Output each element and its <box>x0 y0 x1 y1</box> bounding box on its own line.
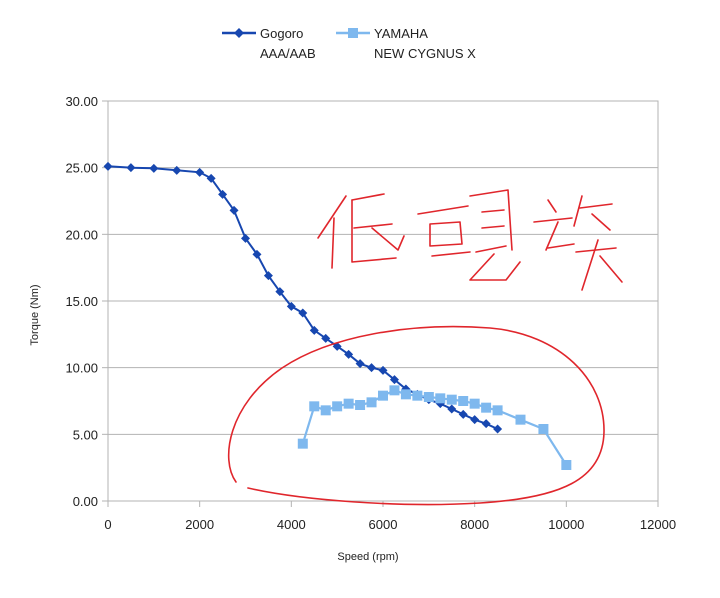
y-tick-label: 10.00 <box>65 361 98 376</box>
data-point-gogoro <box>447 404 457 414</box>
hand-drawn-glyph-3 <box>533 195 623 291</box>
data-point-gogoro <box>470 415 480 425</box>
data-point-yamaha <box>332 401 343 412</box>
x-tick-label: 0 <box>104 517 111 532</box>
data-point-yamaha <box>481 402 492 413</box>
data-point-gogoro <box>355 359 365 369</box>
data-point-yamaha <box>400 389 411 400</box>
legend-label-yamaha-line2: NEW CYGNUS X <box>374 46 476 61</box>
x-tick-label: 4000 <box>277 517 306 532</box>
grid-lines <box>108 167 658 435</box>
data-point-gogoro <box>321 333 331 343</box>
data-point-gogoro <box>481 419 491 429</box>
data-point-gogoro <box>103 161 113 171</box>
data-point-yamaha <box>320 405 331 416</box>
y-tick-label: 20.00 <box>65 227 98 242</box>
x-tick-label: 12000 <box>640 517 676 532</box>
data-point-yamaha <box>343 398 354 409</box>
hand-drawn-glyph-1 <box>317 193 405 269</box>
x-axis-ticks: 0 2000 4000 6000 8000 10000 12000 <box>104 501 676 532</box>
hand-drawn-glyph-2 <box>417 189 521 281</box>
data-point-yamaha <box>412 390 423 401</box>
x-tick-label: 8000 <box>460 517 489 532</box>
y-axis-ticks: 0.00 5.00 10.00 15.00 20.00 25.00 30.00 <box>65 94 108 509</box>
data-point-yamaha <box>515 414 526 425</box>
series-gogoro <box>103 161 503 434</box>
data-point-gogoro <box>195 167 205 177</box>
data-point-yamaha <box>389 385 400 396</box>
y-axis-title: Torque (Nm) <box>29 284 41 345</box>
data-point-gogoro <box>149 163 159 173</box>
series-yamaha <box>297 385 572 470</box>
data-point-gogoro <box>229 205 239 215</box>
data-point-gogoro <box>389 375 399 385</box>
data-point-gogoro <box>206 173 216 183</box>
data-point-yamaha <box>423 392 434 402</box>
x-axis-title: Speed (rpm) <box>337 551 398 563</box>
legend-entry-yamaha: YAMAHA NEW CYGNUS X <box>336 26 476 61</box>
data-point-yamaha <box>492 405 503 416</box>
data-point-gogoro <box>493 424 503 434</box>
hand-drawn-circle <box>227 325 605 506</box>
data-point-yamaha <box>458 396 469 406</box>
x-tick-label: 6000 <box>369 517 398 532</box>
data-point-yamaha <box>355 400 366 410</box>
y-tick-label: 0.00 <box>73 494 98 509</box>
data-point-gogoro <box>286 301 296 311</box>
data-point-yamaha <box>378 390 388 401</box>
data-point-yamaha <box>309 401 320 412</box>
data-point-gogoro <box>241 233 250 243</box>
data-point-gogoro <box>275 287 285 297</box>
data-point-gogoro <box>252 249 262 259</box>
data-point-gogoro <box>298 308 308 318</box>
data-point-gogoro <box>309 325 319 335</box>
y-tick-label: 30.00 <box>65 94 98 109</box>
x-tick-label: 10000 <box>548 517 584 532</box>
x-tick-label: 2000 <box>185 517 214 532</box>
hand-drawn-glyphs <box>317 189 623 291</box>
data-point-gogoro <box>378 365 388 375</box>
data-point-gogoro <box>263 271 273 281</box>
data-point-gogoro <box>367 363 377 373</box>
data-point-gogoro <box>458 409 468 419</box>
y-tick-label: 15.00 <box>65 294 98 309</box>
data-point-gogoro <box>344 349 354 359</box>
data-point-yamaha <box>366 397 377 408</box>
series-line-gogoro <box>107 165 499 430</box>
series-layer <box>103 161 572 470</box>
data-point-yamaha <box>446 394 457 405</box>
legend-entry-gogoro: Gogoro AAA/AAB <box>222 26 316 61</box>
data-point-gogoro <box>172 165 182 175</box>
data-point-yamaha <box>435 393 446 404</box>
data-point-yamaha <box>469 398 480 409</box>
data-point-yamaha <box>297 438 308 449</box>
data-point-gogoro <box>126 163 136 173</box>
data-point-yamaha <box>561 460 572 470</box>
legend-marker-gogoro <box>234 28 244 38</box>
legend-label-gogoro-line1: Gogoro <box>260 26 303 41</box>
legend-marker-yamaha <box>348 28 358 38</box>
data-point-yamaha <box>538 424 549 434</box>
legend-label-gogoro-line2: AAA/AAB <box>260 46 316 61</box>
legend-label-yamaha-line1: YAMAHA <box>374 26 428 41</box>
y-tick-label: 25.00 <box>65 161 98 176</box>
legend: Gogoro AAA/AAB YAMAHA NEW CYGNUS X <box>222 26 476 61</box>
y-tick-label: 5.00 <box>73 427 98 442</box>
data-point-gogoro <box>218 189 228 199</box>
